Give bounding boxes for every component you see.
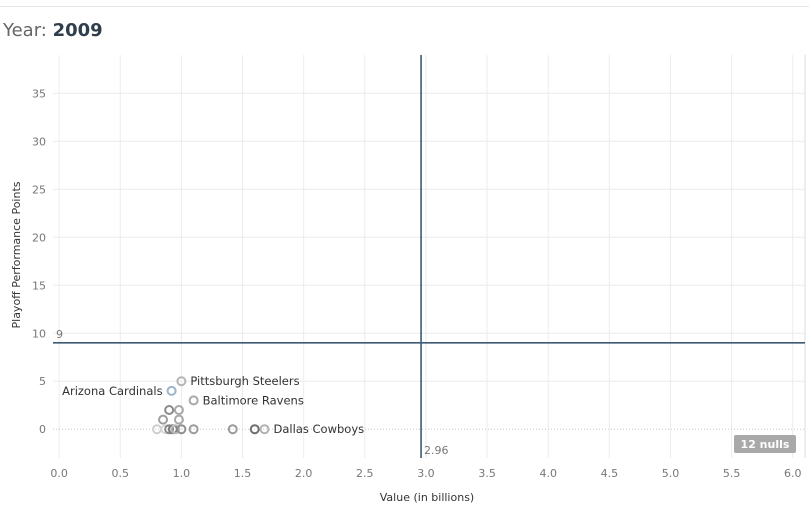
x-tick-label: 1.5 bbox=[234, 467, 252, 480]
data-point-label: Arizona Cardinals bbox=[62, 384, 162, 398]
point-labels: Arizona Cardinals Pittsburgh Steelers Balt… bbox=[62, 374, 364, 436]
x-axis-label: Value (in billions) bbox=[380, 491, 474, 504]
y-tick-label: 35 bbox=[32, 87, 46, 100]
x-tick-label: 6.0 bbox=[784, 467, 802, 480]
data-point-label: Baltimore Ravens bbox=[203, 393, 304, 407]
y-tick-label: 0 bbox=[39, 423, 46, 436]
data-point[interactable] bbox=[188, 395, 199, 406]
y-tick-label: 30 bbox=[32, 135, 46, 148]
y-tick-label: 5 bbox=[39, 375, 46, 388]
x-tick-label: 2.0 bbox=[295, 467, 313, 480]
year-label: Year: bbox=[3, 20, 47, 41]
x-tick-label: 1.0 bbox=[173, 467, 191, 480]
y-tick-label: 20 bbox=[32, 231, 46, 244]
data-point[interactable] bbox=[151, 424, 162, 435]
y-tick-label: 15 bbox=[32, 279, 46, 292]
x-tick-label: 0.5 bbox=[112, 467, 130, 480]
top-divider bbox=[0, 6, 809, 7]
data-point[interactable] bbox=[164, 424, 175, 435]
nulls-text[interactable]: 12 nulls bbox=[741, 438, 790, 451]
data-point[interactable] bbox=[227, 424, 238, 435]
x-tick-label: 3.5 bbox=[478, 467, 496, 480]
reference-label-x: 2.96 bbox=[424, 444, 449, 457]
reference-lines: 2.96 9 bbox=[53, 55, 805, 458]
data-point[interactable] bbox=[164, 405, 175, 416]
data-point[interactable] bbox=[259, 424, 270, 435]
page-title: Year: 2009 bbox=[3, 20, 103, 41]
data-point-label: Dallas Cowboys bbox=[274, 422, 365, 436]
data-points bbox=[151, 376, 270, 435]
nulls-indicator[interactable]: 12 nulls bbox=[734, 435, 796, 453]
data-point[interactable] bbox=[158, 414, 169, 425]
x-tick-label: 3.0 bbox=[417, 467, 435, 480]
gridlines bbox=[53, 55, 806, 458]
x-tick-label: 4.5 bbox=[601, 467, 619, 480]
x-tick-label: 0.0 bbox=[50, 467, 68, 480]
data-point[interactable] bbox=[249, 424, 260, 435]
data-point[interactable] bbox=[173, 405, 184, 416]
year-value: 2009 bbox=[52, 20, 103, 41]
nulls-badge[interactable] bbox=[734, 435, 796, 453]
y-tick-label: 25 bbox=[32, 183, 46, 196]
data-point[interactable] bbox=[173, 414, 184, 425]
data-point[interactable] bbox=[170, 424, 181, 435]
x-tick-label: 2.5 bbox=[356, 467, 374, 480]
data-point[interactable] bbox=[176, 424, 187, 435]
data-point-label: Pittsburgh Steelers bbox=[190, 374, 299, 388]
reference-label-y: 9 bbox=[56, 328, 63, 341]
y-axis-label: Playoff Performance Points bbox=[10, 181, 23, 328]
y-axis-ticks: 0 5 10 15 20 25 30 35 bbox=[32, 87, 46, 436]
data-point[interactable] bbox=[176, 376, 187, 387]
x-tick-label: 5.5 bbox=[723, 467, 741, 480]
data-point[interactable] bbox=[166, 385, 177, 396]
data-point[interactable] bbox=[188, 424, 199, 435]
x-tick-label: 4.0 bbox=[539, 467, 557, 480]
x-tick-label: 5.0 bbox=[662, 467, 680, 480]
y-tick-label: 10 bbox=[32, 327, 46, 340]
x-axis-ticks: 0.0 0.5 1.0 1.5 2.0 2.5 3.0 3.5 4.0 4.5 5.0 5.5 6.0 bbox=[50, 467, 801, 480]
